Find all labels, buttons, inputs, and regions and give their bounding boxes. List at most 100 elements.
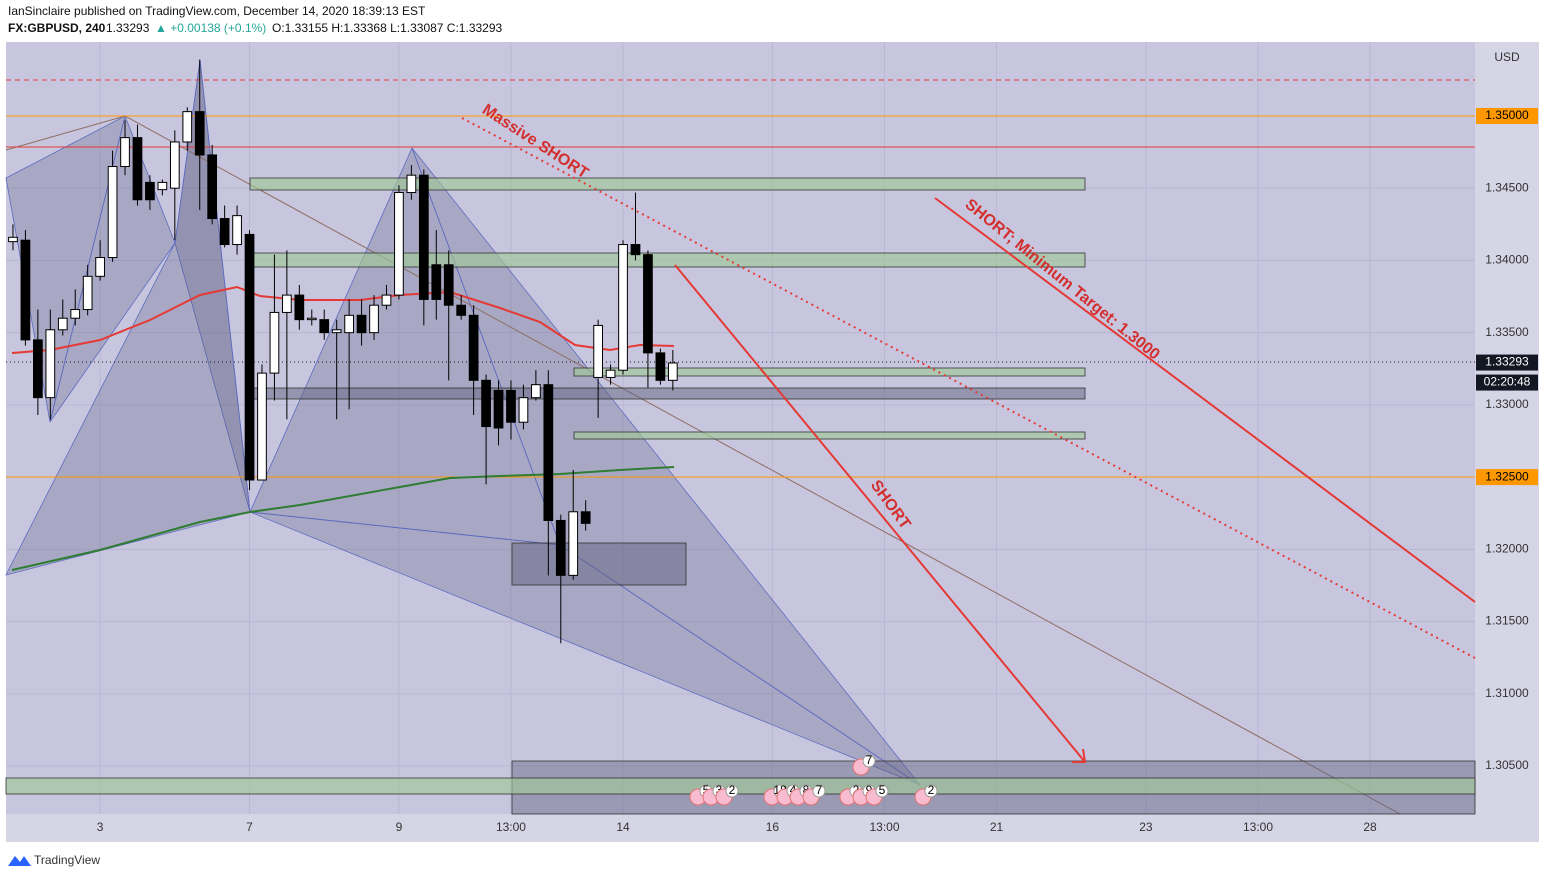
- candle-body: [630, 244, 641, 256]
- candles: [8, 59, 678, 644]
- moving-average: [11, 285, 675, 354]
- event-count: 7: [866, 753, 873, 767]
- candle-body: [468, 314, 479, 381]
- candle-body: [456, 304, 467, 316]
- x-tick-label: 13:00: [1243, 820, 1273, 834]
- zone: [249, 177, 1086, 191]
- candle-body: [33, 339, 43, 399]
- candle-body: [418, 174, 429, 300]
- projection-line: [934, 197, 1476, 603]
- ohlc: O:1.33155 H:1.33368 L:1.33087 C:1.33293: [272, 21, 503, 35]
- candle-body: [169, 141, 180, 189]
- candle-body: [394, 192, 404, 296]
- candle-body: [493, 389, 504, 429]
- currency: USD: [1494, 50, 1520, 64]
- candle-body: [356, 314, 367, 334]
- candle-body: [70, 309, 81, 319]
- logo: [8, 856, 31, 866]
- candle-body: [120, 137, 130, 168]
- candle-body: [605, 369, 616, 378]
- candle-body: [207, 154, 218, 220]
- x-tick-label: 9: [396, 820, 403, 834]
- x-tick-label: 23: [1139, 820, 1153, 834]
- event-badge: [924, 784, 938, 798]
- candle-body: [95, 257, 105, 277]
- candle-body: [481, 379, 491, 428]
- candle-body: [306, 317, 317, 321]
- event-count: 5: [879, 783, 886, 797]
- events: 5321848729527: [689, 753, 938, 806]
- y-tick-label: 1.34500: [1485, 180, 1529, 194]
- candle-body: [269, 311, 280, 374]
- candle-body: [381, 294, 392, 306]
- candle-body: [443, 264, 454, 306]
- candle-body: [431, 264, 442, 300]
- candle-body: [294, 294, 305, 321]
- price-label: 1.33293: [1485, 355, 1529, 369]
- candle-body: [667, 362, 678, 381]
- candle-body: [182, 111, 193, 143]
- y-tick-label: 1.34000: [1485, 253, 1529, 267]
- candle-body: [331, 329, 342, 334]
- candle-body: [157, 181, 168, 191]
- event-badge: [812, 784, 826, 798]
- event-badge: [725, 784, 739, 798]
- x-tick-label: 21: [990, 820, 1004, 834]
- candle-body: [618, 244, 628, 371]
- candle-body: [132, 137, 143, 201]
- price-label: 1.35000: [1485, 108, 1529, 122]
- event-count: 2: [928, 783, 935, 797]
- candle-body: [20, 239, 31, 341]
- y-tick-label: 1.31000: [1485, 686, 1529, 700]
- moving-average: [11, 466, 675, 571]
- candle-body: [406, 174, 417, 194]
- event-count: 7: [816, 783, 823, 797]
- projection-arrow: [674, 264, 1086, 763]
- candle-body: [568, 511, 579, 576]
- candle-body: [244, 233, 255, 481]
- change: ▲ +0.00138 (+0.1%): [155, 21, 266, 35]
- publisher: IanSinclaire published on TradingView.co…: [8, 4, 426, 18]
- candle-body: [543, 384, 554, 521]
- event-count: 2: [729, 783, 736, 797]
- candle-body: [369, 304, 379, 334]
- candle-body: [219, 218, 230, 246]
- x-tick-label: 28: [1363, 820, 1377, 834]
- candle-body: [319, 319, 330, 334]
- candle-body: [8, 236, 18, 243]
- price-label-box: [1476, 354, 1538, 371]
- zones: [5, 177, 1476, 815]
- x-tick-label: 7: [246, 820, 253, 834]
- candle-body: [145, 181, 155, 201]
- arrow-head: [1072, 748, 1087, 763]
- event-badge: [875, 784, 889, 798]
- price-label-box: [1476, 107, 1538, 124]
- candle-body: [57, 317, 68, 331]
- candle-body: [344, 314, 354, 334]
- candle-body: [555, 519, 566, 576]
- x-tick-label: 3: [97, 820, 104, 834]
- candle-body: [282, 294, 292, 313]
- event-badge: [862, 754, 876, 768]
- candle-body: [643, 254, 653, 354]
- candle-body: [531, 384, 541, 399]
- x-tick-label: 16: [766, 820, 780, 834]
- price-axis: [1475, 42, 1539, 814]
- pattern: [249, 511, 921, 786]
- symbol: FX:GBPUSD, 240: [8, 21, 106, 35]
- zone: [249, 387, 1086, 400]
- brand: TradingView: [34, 853, 100, 867]
- x-tick-label: 14: [616, 820, 630, 834]
- last-price: 1.33293: [106, 21, 150, 35]
- zone: [511, 542, 687, 586]
- candle-body: [580, 511, 591, 524]
- candle-body: [593, 324, 603, 378]
- zone: [5, 777, 1476, 795]
- candle-body: [82, 275, 93, 311]
- zone: [573, 367, 1086, 377]
- countdown-box: [1476, 374, 1538, 391]
- zone: [249, 252, 1086, 268]
- y-tick-label: 1.30500: [1485, 758, 1529, 772]
- candle-body: [45, 329, 56, 399]
